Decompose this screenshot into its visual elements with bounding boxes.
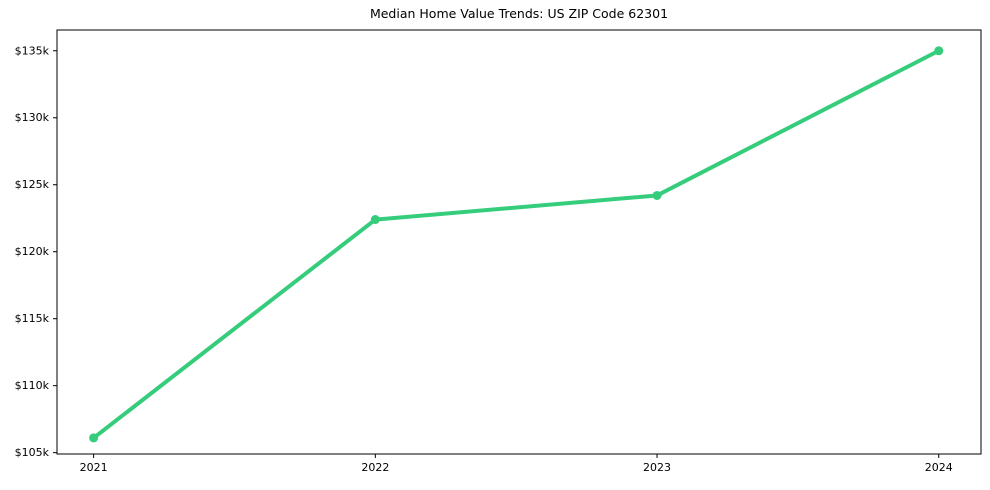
y-axis-tick-label: $135k [15,44,50,57]
x-axis-tick-label: 2021 [80,461,108,474]
y-axis-tick-label: $105k [15,446,50,459]
data-point [89,433,99,443]
x-axis-tick-label: 2024 [925,461,953,474]
chart-title: Median Home Value Trends: US ZIP Code 62… [369,6,669,21]
data-point [652,190,662,200]
y-axis-tick-label: $115k [15,312,50,325]
y-axis-tick-label: $130k [15,111,50,124]
axes-frame [56,29,982,455]
data-point [370,215,380,225]
x-axis-tick-label: 2022 [361,461,389,474]
y-axis-tick-label: $110k [15,379,50,392]
x-axis-tick-label: 2023 [643,461,671,474]
y-axis-tick-label: $125k [15,178,50,191]
data-point [934,46,944,56]
data-line [91,48,941,440]
y-axis-tick-label: $120k [15,245,50,258]
